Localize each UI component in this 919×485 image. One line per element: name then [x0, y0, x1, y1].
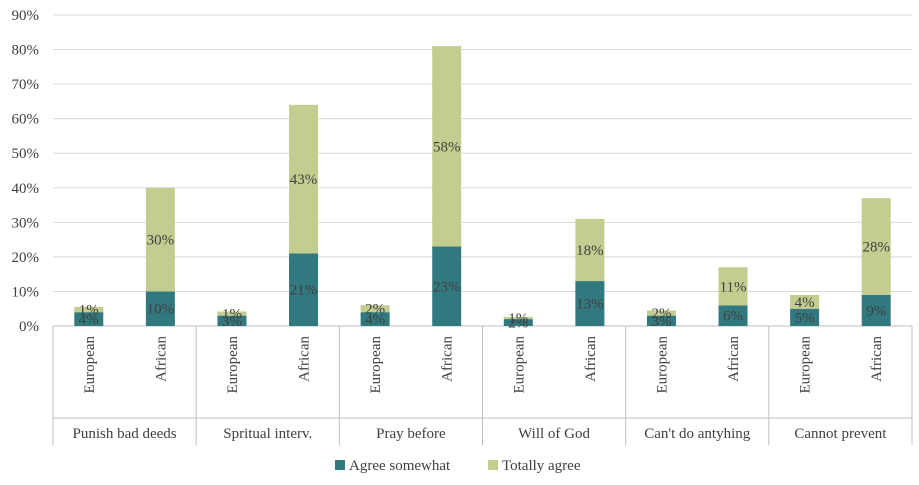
group-label: Spritual interv.	[223, 426, 312, 442]
subcategory-label: European	[225, 336, 241, 394]
data-label: 2%	[365, 302, 385, 318]
data-label: 1%	[222, 307, 242, 323]
y-tick-label: 30%	[12, 215, 40, 231]
bar-segment	[74, 312, 104, 326]
data-label: 13%	[576, 297, 604, 313]
bar-segment	[145, 187, 175, 292]
data-label: 21%	[290, 283, 318, 299]
subcategory-label: European	[82, 336, 98, 394]
bar-segment	[432, 246, 462, 326]
bar-segment	[790, 294, 820, 309]
data-label: 1%	[79, 303, 99, 319]
bar-segment	[575, 218, 605, 282]
legend-label: Totally agree	[502, 458, 581, 474]
data-label: 2%	[651, 306, 671, 322]
group-label: Cannot prevent	[794, 426, 887, 442]
bar-segment	[718, 305, 748, 326]
data-label: 4%	[79, 312, 99, 328]
y-tick-label: 40%	[12, 181, 40, 197]
subcategory-label: African	[297, 336, 313, 382]
bar-segment	[74, 306, 104, 313]
subcategory-label: African	[726, 336, 742, 382]
group-label: Will of God	[518, 426, 590, 442]
legend-swatch	[335, 460, 345, 470]
data-label: 3%	[222, 314, 242, 330]
data-label: 9%	[866, 303, 886, 319]
bar-segment	[217, 315, 247, 326]
data-label: 11%	[720, 279, 747, 295]
group-label: Can't do antyhing	[644, 426, 751, 442]
bar-segment	[289, 253, 319, 326]
data-label: 4%	[365, 312, 385, 328]
bar-segment	[432, 46, 462, 247]
subcategory-label: European	[511, 336, 527, 394]
subcategory-label: European	[654, 336, 670, 394]
group-label: Punish bad deeds	[72, 426, 176, 442]
y-tick-label: 70%	[12, 77, 40, 93]
bar-segment	[360, 305, 390, 313]
y-tick-label: 10%	[12, 284, 40, 300]
data-label: 30%	[147, 233, 175, 249]
subcategory-label: European	[798, 336, 814, 394]
bar-segment	[289, 104, 319, 254]
y-tick-label: 50%	[12, 146, 40, 162]
bar-segment	[503, 319, 533, 326]
bar-segment	[646, 315, 676, 326]
bar-segment	[575, 281, 605, 326]
data-label: 3%	[651, 314, 671, 330]
data-label: 58%	[433, 139, 461, 155]
data-label: 43%	[290, 172, 318, 188]
data-label: 23%	[433, 279, 461, 295]
y-tick-label: 80%	[12, 43, 40, 59]
bar-segment	[861, 198, 891, 295]
y-tick-label: 0%	[19, 319, 39, 335]
legend-swatch	[488, 460, 498, 470]
subcategory-label: African	[153, 336, 169, 382]
subcategory-label: African	[440, 336, 456, 382]
data-label: 1%	[508, 311, 528, 327]
y-tick-label: 20%	[12, 250, 40, 266]
bar-segment	[790, 308, 820, 326]
subcategory-label: African	[869, 336, 885, 382]
data-label: 5%	[795, 310, 815, 326]
bar-segment	[217, 311, 247, 316]
legend-label: Agree somewhat	[349, 458, 451, 474]
bar-segment	[861, 294, 891, 326]
data-label: 28%	[862, 240, 890, 256]
data-label: 2%	[508, 316, 528, 332]
bar-segment	[718, 267, 748, 306]
bar-segment	[503, 317, 533, 320]
data-label: 10%	[147, 302, 175, 318]
bar-segment	[646, 310, 676, 316]
data-label: 18%	[576, 243, 604, 259]
y-tick-label: 60%	[12, 112, 40, 128]
bar-segment	[360, 312, 390, 326]
bar-segment	[145, 291, 175, 326]
subcategory-label: African	[583, 336, 599, 382]
subcategory-label: European	[368, 336, 384, 394]
data-label: 6%	[723, 309, 743, 325]
data-label: 4%	[795, 295, 815, 311]
y-tick-label: 90%	[12, 8, 40, 24]
group-label: Pray before	[376, 426, 446, 442]
